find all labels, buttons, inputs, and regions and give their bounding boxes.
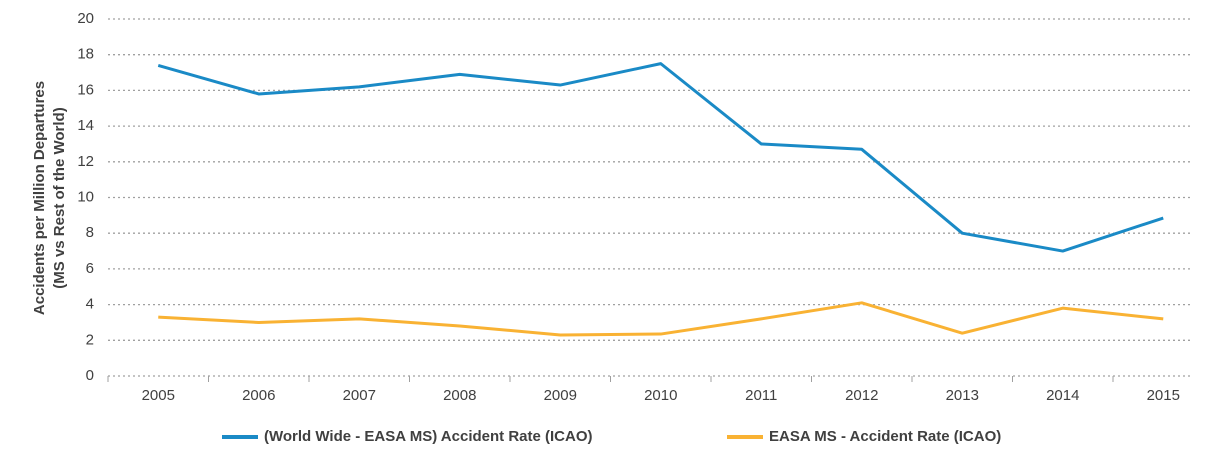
x-tick-label: 2014 (1046, 387, 1079, 404)
series-line (158, 301, 1164, 337)
x-tick-label: 2013 (946, 387, 979, 404)
series-line (157, 62, 1164, 253)
legend-text: EASA MS - Accident Rate (ICAO) (769, 428, 1001, 445)
x-tick-label: 2015 (1147, 387, 1180, 404)
x-tick-label: 2012 (845, 387, 878, 404)
x-tick-label: 2009 (544, 387, 577, 404)
y-tick-label: 0 (86, 367, 94, 384)
x-tick-label: 2007 (343, 387, 376, 404)
y-axis-title: Accidents per Million Departures (31, 81, 48, 315)
x-tick-label: 2011 (745, 387, 777, 404)
y-tick-label: 6 (86, 260, 94, 277)
legend-text: (World Wide - EASA MS) Accident Rate (IC… (264, 428, 592, 445)
y-tick-label: 20 (77, 10, 94, 27)
x-tick-label: 2006 (242, 387, 275, 404)
y-tick-label: 2 (86, 331, 94, 348)
x-tick-label: 2008 (443, 387, 476, 404)
y-tick-label: 14 (77, 117, 94, 134)
x-tick-label: 2010 (644, 387, 677, 404)
x-tick-label: 2005 (142, 387, 175, 404)
y-tick-label: 4 (86, 296, 94, 313)
y-tick-label: 8 (86, 224, 94, 241)
y-axis-title: (MS vs Rest of the World) (51, 107, 68, 288)
y-tick-label: 16 (77, 81, 94, 98)
y-tick-label: 12 (77, 153, 94, 170)
y-tick-label: 18 (77, 46, 94, 63)
y-tick-label: 10 (77, 188, 94, 205)
